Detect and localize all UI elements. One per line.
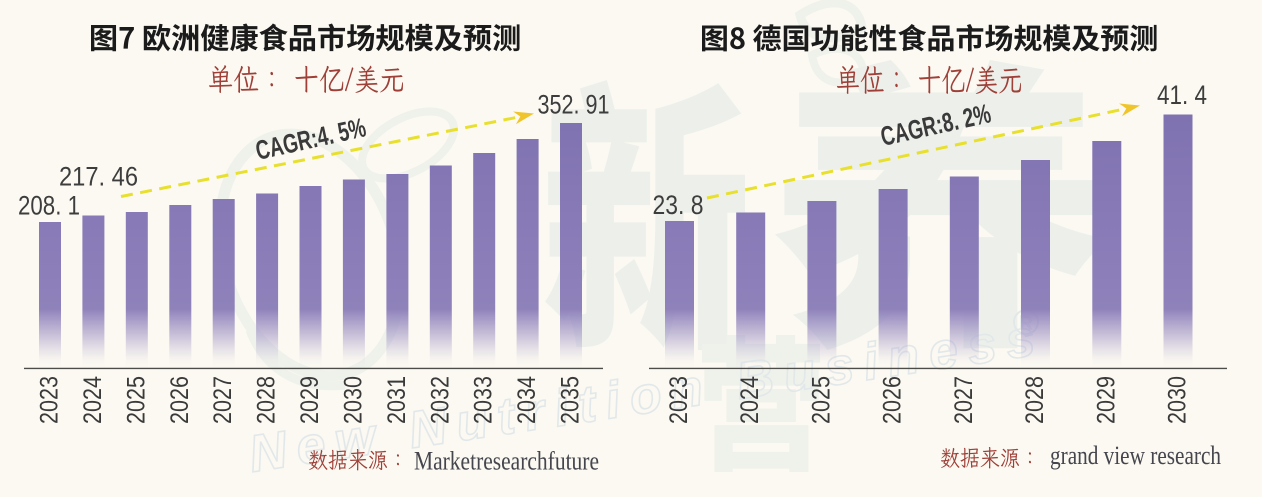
svg-text:2032: 2032: [426, 376, 454, 424]
svg-text:2024: 2024: [736, 376, 764, 424]
svg-text:2027: 2027: [209, 376, 237, 424]
svg-text:2023: 2023: [665, 376, 693, 424]
svg-text:41. 4: 41. 4: [1157, 80, 1207, 110]
svg-text:2030: 2030: [339, 376, 367, 424]
svg-text:217. 46: 217. 46: [59, 162, 138, 192]
svg-text:2024: 2024: [79, 376, 107, 424]
svg-text:2031: 2031: [383, 376, 411, 424]
svg-text:2029: 2029: [1092, 376, 1120, 424]
svg-text:Marketresearchfuture: Marketresearchfuture: [414, 447, 599, 476]
svg-text:2028: 2028: [253, 376, 281, 424]
svg-text:2030: 2030: [1164, 376, 1192, 424]
svg-text:2029: 2029: [296, 376, 324, 424]
svg-text:grand view research: grand view research: [1050, 441, 1221, 470]
svg-text:2025: 2025: [807, 376, 835, 424]
svg-text:2027: 2027: [950, 376, 978, 424]
svg-text:352. 91: 352. 91: [538, 90, 610, 120]
svg-text:2023: 2023: [36, 376, 64, 424]
svg-text:2033: 2033: [470, 376, 498, 424]
svg-text:2025: 2025: [122, 376, 150, 424]
svg-text:23. 8: 23. 8: [653, 190, 704, 220]
svg-text:2034: 2034: [513, 376, 541, 424]
svg-text:2035: 2035: [557, 376, 585, 424]
svg-text:2026: 2026: [166, 376, 194, 424]
svg-text:2026: 2026: [879, 376, 907, 424]
svg-text:2028: 2028: [1021, 376, 1049, 424]
svg-text:208. 1: 208. 1: [18, 191, 80, 221]
